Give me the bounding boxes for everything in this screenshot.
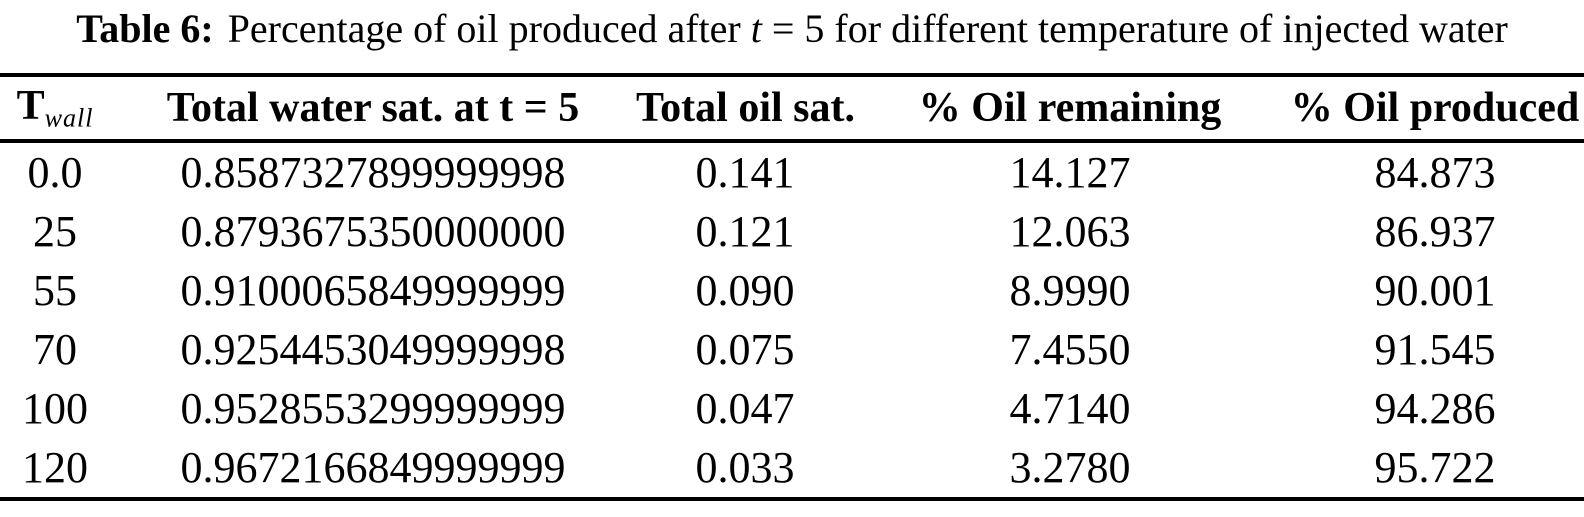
header-total-water-sat: Total water sat. at t = 5 <box>110 75 636 143</box>
cell-water-sat: 0.8793675350000000 <box>180 207 566 256</box>
cell-twall: 0.0 <box>27 148 83 197</box>
cell-water-sat: 0.9672166849999999 <box>180 443 566 492</box>
cell-oil-sat: 0.033 <box>695 443 795 492</box>
header-total-oil-sat: Total oil sat. <box>636 75 855 143</box>
table-row: 70 0.9254453049999998 0.075 7.4550 91.54… <box>0 320 1584 379</box>
cell-twall: 120 <box>22 443 88 492</box>
cell-oil-remaining: 3.2780 <box>1009 443 1131 492</box>
cell-oil-produced: 84.873 <box>1374 148 1496 197</box>
table-row: 120 0.9672166849999999 0.033 3.2780 95.7… <box>0 438 1584 499</box>
cell-oil-remaining: 7.4550 <box>1009 325 1131 374</box>
cell-twall: 70 <box>33 325 77 374</box>
header-twall-subscript: wall <box>44 103 94 133</box>
cell-oil-produced: 86.937 <box>1374 207 1496 256</box>
table-caption-variable: t <box>750 6 762 51</box>
cell-oil-remaining: 14.127 <box>1009 148 1131 197</box>
table-caption-label: Table 6: <box>76 6 214 51</box>
cell-twall: 100 <box>22 384 88 433</box>
cell-oil-produced: 94.286 <box>1374 384 1496 433</box>
table-caption: Table 6: Percentage of oil produced after… <box>0 0 1584 73</box>
table-caption-text-post: = 5 for different temperature of injecte… <box>761 6 1508 51</box>
cell-oil-produced: 90.001 <box>1374 266 1496 315</box>
cell-oil-sat: 0.090 <box>695 266 795 315</box>
cell-twall: 25 <box>33 207 77 256</box>
cell-water-sat: 0.9100065849999999 <box>180 266 566 315</box>
table-row: 55 0.9100065849999999 0.090 8.9990 90.00… <box>0 261 1584 320</box>
table-row: 25 0.8793675350000000 0.121 12.063 86.93… <box>0 202 1584 261</box>
header-twall-base: T <box>16 83 45 130</box>
table-body: 0.0 0.8587327899999998 0.141 14.127 84.8… <box>0 141 1584 499</box>
cell-oil-remaining: 4.7140 <box>1009 384 1131 433</box>
header-oil-produced: % Oil produced <box>1286 75 1584 143</box>
cell-water-sat: 0.9254453049999998 <box>180 325 566 374</box>
cell-water-sat: 0.9528553299999999 <box>180 384 566 433</box>
table-row: 0.0 0.8587327899999998 0.141 14.127 84.8… <box>0 141 1584 202</box>
cell-oil-produced: 95.722 <box>1374 443 1496 492</box>
cell-oil-remaining: 12.063 <box>1009 207 1131 256</box>
header-twall: Twall <box>0 75 110 143</box>
table-row: 100 0.9528553299999999 0.047 4.7140 94.2… <box>0 379 1584 438</box>
cell-oil-produced: 91.545 <box>1374 325 1496 374</box>
table-caption-text-pre: Percentage of oil produced after <box>227 6 751 51</box>
cell-oil-sat: 0.047 <box>695 384 795 433</box>
header-oil-remaining: % Oil remaining <box>854 75 1286 143</box>
cell-twall: 55 <box>33 266 77 315</box>
cell-oil-sat: 0.141 <box>695 148 795 197</box>
cell-oil-remaining: 8.9990 <box>1009 266 1131 315</box>
cell-oil-sat: 0.075 <box>695 325 795 374</box>
cell-water-sat: 0.8587327899999998 <box>180 148 566 197</box>
cell-oil-sat: 0.121 <box>695 207 795 256</box>
results-table: Twall Total water sat. at t = 5 Total oi… <box>0 73 1584 501</box>
table-header-row: Twall Total water sat. at t = 5 Total oi… <box>0 75 1584 143</box>
